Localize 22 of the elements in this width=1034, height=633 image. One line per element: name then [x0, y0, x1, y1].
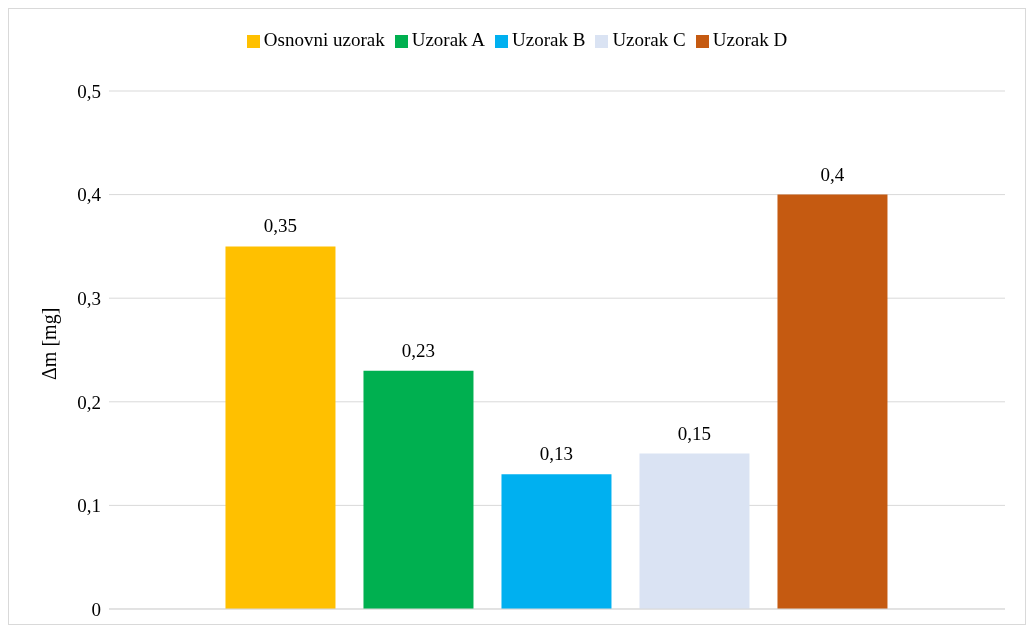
y-tick-label: 0 [91, 598, 101, 620]
y-axis-title: Δm [mg] [38, 307, 62, 380]
y-tick-label: 0,1 [77, 495, 101, 517]
legend-label: Uzorak C [612, 29, 686, 50]
legend-label: Uzorak A [411, 29, 486, 50]
y-tick-label: 0,5 [77, 80, 101, 102]
bar [639, 453, 750, 609]
legend-label: Uzorak B [512, 29, 586, 50]
y-tick-label: 0,4 [77, 184, 102, 206]
data-label: 0,4 [820, 163, 845, 185]
data-label: 0,23 [401, 339, 436, 361]
y-tick-label: 0,3 [77, 287, 101, 309]
bar [363, 370, 474, 609]
y-tick-label: 0,2 [77, 391, 101, 413]
bar [225, 246, 336, 609]
bar [501, 474, 612, 609]
legend-label: Osnovni uzorak [263, 29, 385, 50]
data-label: 0,15 [677, 422, 712, 444]
legend-label: Uzorak D [712, 29, 788, 50]
data-label: 0,13 [539, 443, 574, 465]
data-label: 0,35 [263, 215, 298, 237]
bar [777, 194, 888, 609]
